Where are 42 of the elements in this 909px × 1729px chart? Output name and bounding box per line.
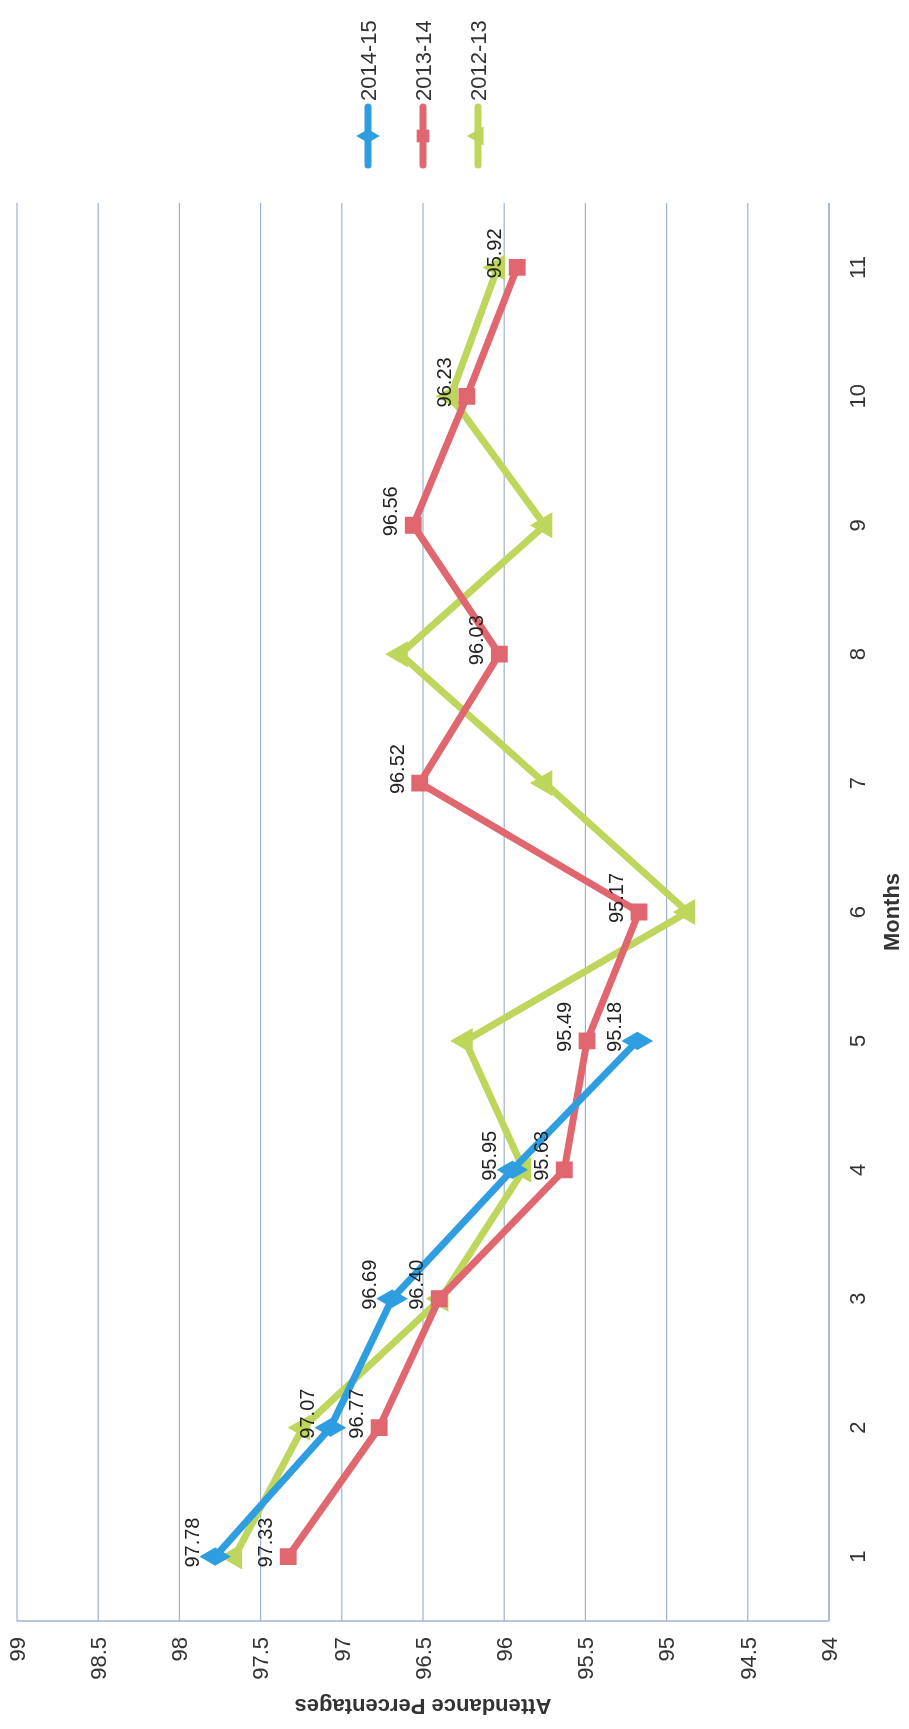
- x-axis-title: Attendance Percentages: [294, 1694, 552, 1719]
- x-tick-label: 97: [329, 1637, 355, 1662]
- y-tick-label: 1: [845, 1550, 870, 1563]
- x-tick-label: 94.5: [735, 1637, 761, 1680]
- x-tick-label: 95: [654, 1637, 680, 1662]
- x-tick-label: 98.5: [85, 1637, 111, 1680]
- y-axis-title: Months: [879, 872, 904, 952]
- data-label: 95.92: [483, 228, 506, 279]
- data-label: 95.49: [553, 1001, 576, 1052]
- data-label: 97.78: [181, 1517, 204, 1568]
- y-tick-label: 6: [845, 905, 870, 919]
- data-label: 95.63: [530, 1130, 553, 1181]
- data-label: 97.07: [296, 1388, 319, 1439]
- data-label: 96.69: [358, 1259, 381, 1310]
- x-tick-label: 99: [4, 1637, 30, 1662]
- y-tick-label: 2: [845, 1421, 870, 1434]
- x-tick-label: 94: [816, 1637, 842, 1662]
- y-tick-label: 11: [845, 256, 870, 279]
- y-tick-label: 8: [845, 648, 870, 661]
- data-label: 95.18: [603, 1001, 626, 1052]
- data-label: 96.03: [465, 615, 488, 666]
- data-label: 97.33: [254, 1517, 277, 1568]
- data-label: 96.77: [345, 1388, 368, 1439]
- x-tick-label: 96.5: [410, 1637, 436, 1680]
- x-tick-label: 95.5: [573, 1637, 599, 1680]
- y-tick-label: 9: [845, 519, 870, 532]
- text: 2012-13: [465, 20, 491, 101]
- x-tick-label: 96: [491, 1637, 517, 1662]
- data-label: 96.56: [379, 486, 402, 537]
- data-label: 96.40: [405, 1259, 428, 1310]
- y-tick-label: 10: [845, 384, 870, 409]
- x-tick-label: 97.5: [248, 1637, 274, 1680]
- data-label: 95.17: [604, 872, 627, 924]
- text: 2014-15: [355, 20, 381, 101]
- data-label: 95.95: [478, 1130, 501, 1181]
- data-label: 96.52: [385, 744, 408, 795]
- y-tick-label: 7: [845, 776, 870, 790]
- y-tick-label: 3: [845, 1292, 870, 1305]
- text: 2013-14: [410, 20, 436, 101]
- y-tick-label: 5: [845, 1034, 870, 1048]
- x-tick-label: 98: [167, 1637, 193, 1662]
- y-tick-label: 4: [845, 1163, 870, 1176]
